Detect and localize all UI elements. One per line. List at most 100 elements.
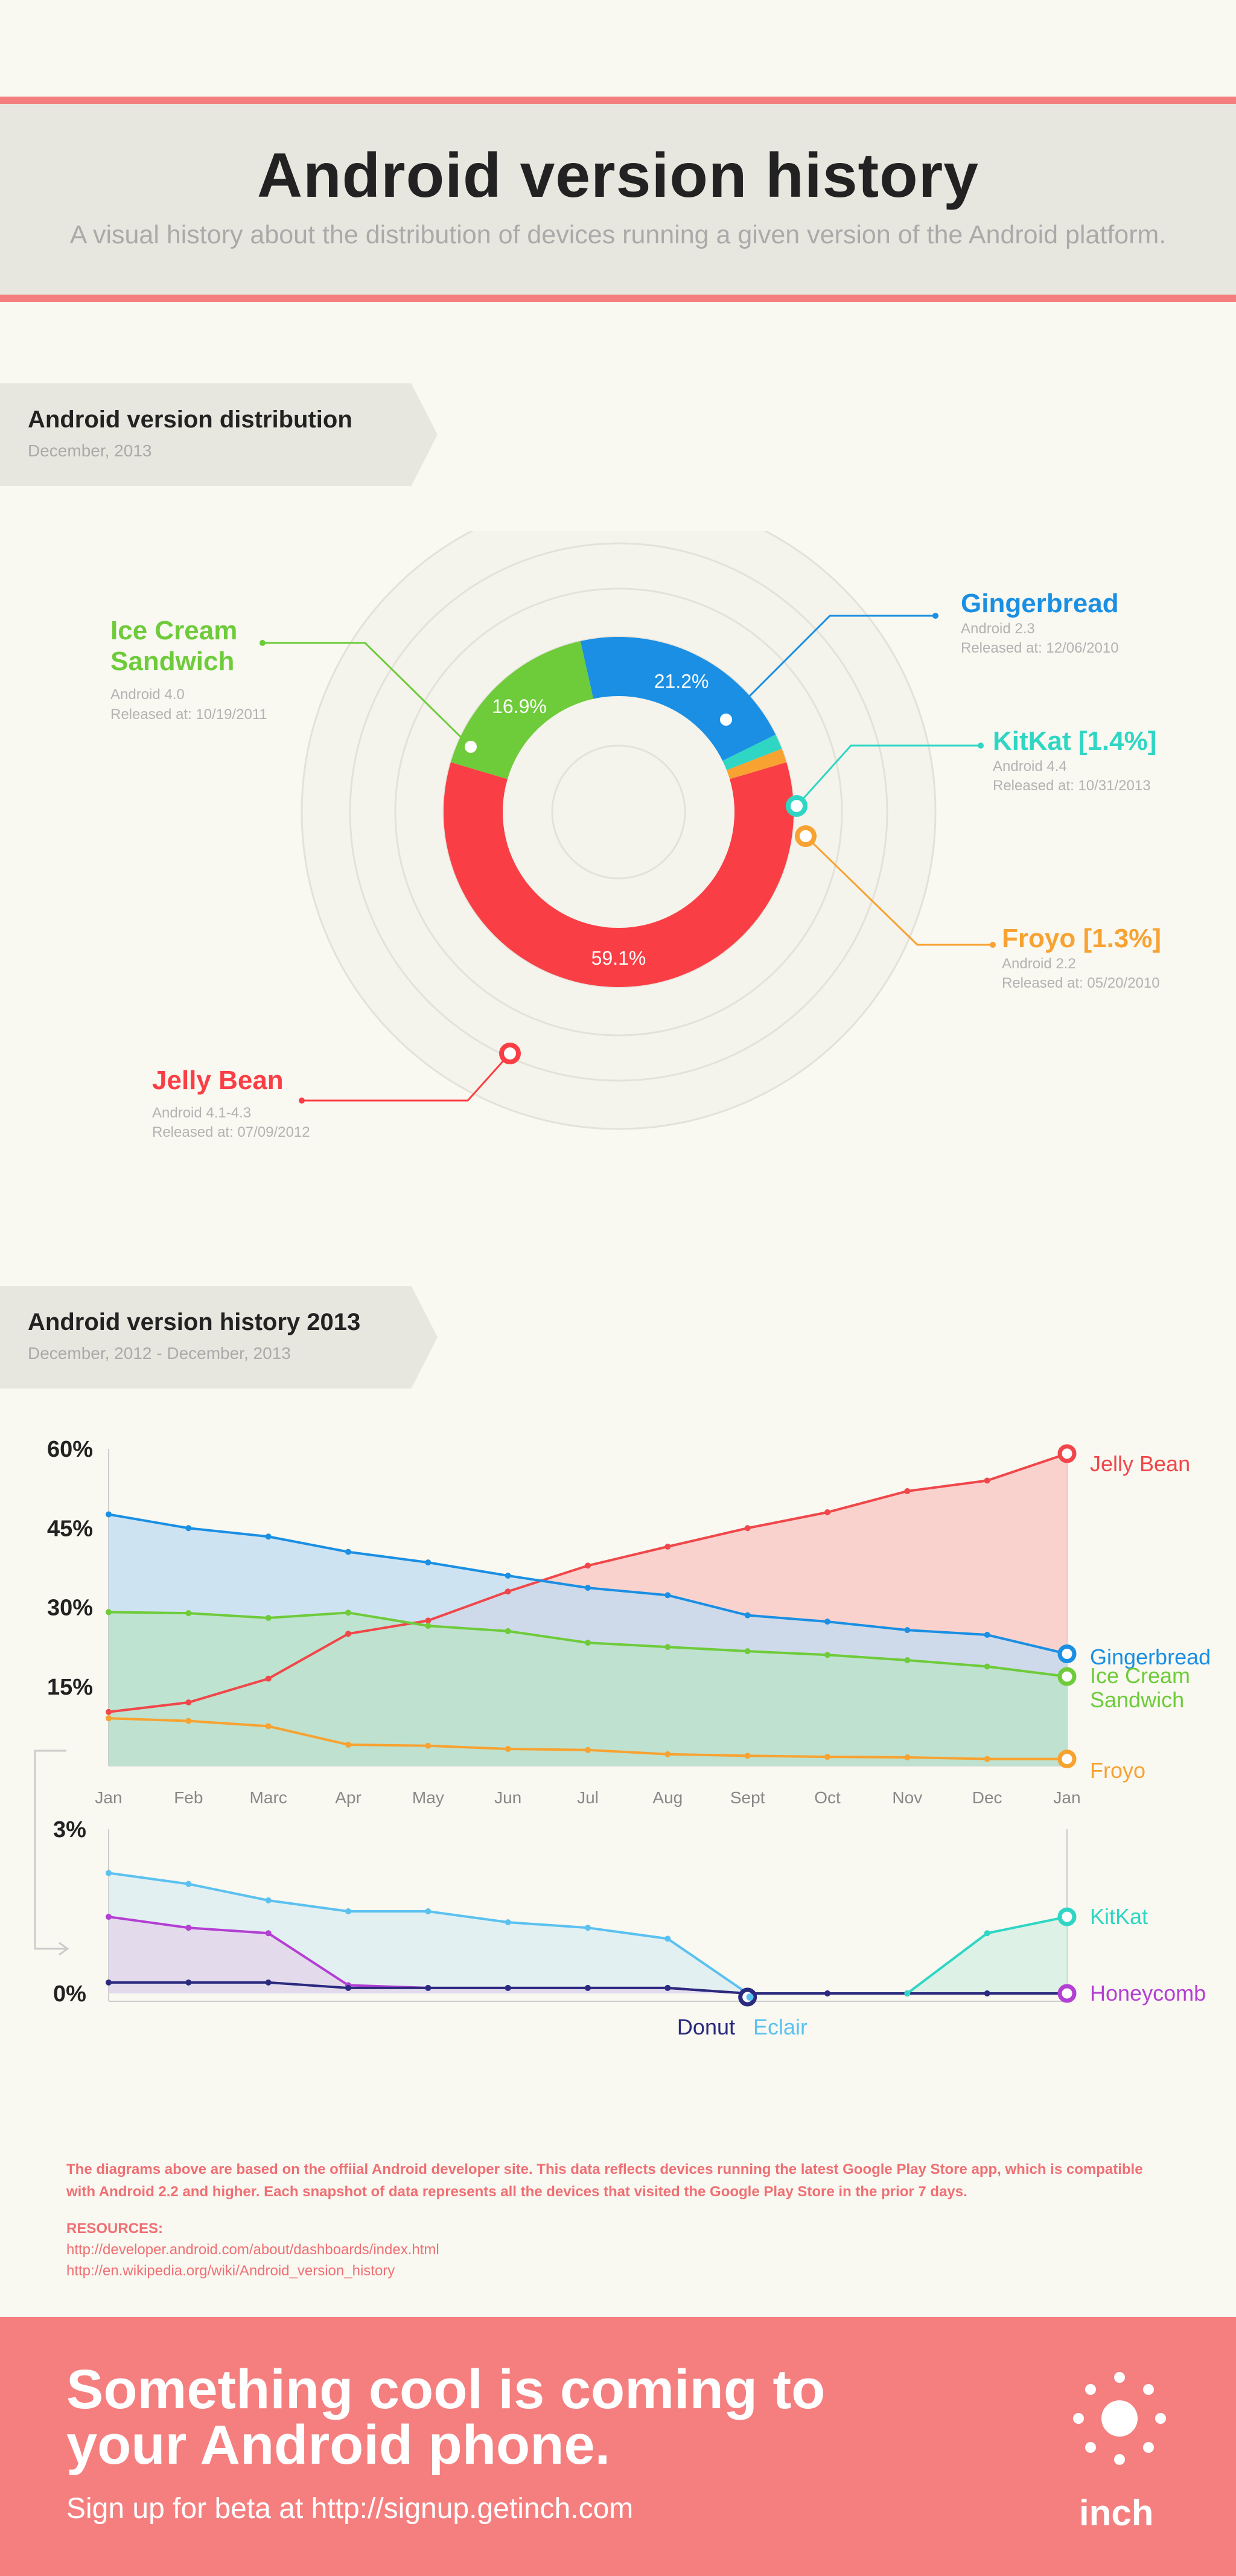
leader-marker-gingerbread bbox=[715, 709, 737, 730]
donut-guide-ring bbox=[551, 744, 686, 880]
label-gingerbread: Gingerbread Android 2.3 Released at: 12/… bbox=[961, 589, 1119, 658]
donut-guide-ring bbox=[394, 587, 843, 1037]
label-name: Jelly Bean bbox=[152, 1066, 284, 1095]
series-label-kitkat: KitKat bbox=[1090, 1904, 1148, 1929]
cta-line2: your Android phone. bbox=[66, 2414, 611, 2476]
point-donut bbox=[505, 1984, 511, 1991]
donut-slice-label: 21.2% bbox=[654, 671, 709, 692]
label-kitkat: KitKat [1.4%] Android 4.4 Released at: 1… bbox=[993, 726, 1156, 796]
point-eclair bbox=[505, 1919, 511, 1926]
end-marker-eclair bbox=[746, 1993, 754, 2001]
point-froyo bbox=[585, 1747, 591, 1753]
label-version: Android 4.1-4.3 bbox=[152, 1104, 252, 1121]
point-froyo bbox=[425, 1742, 432, 1749]
page-title: Android version history bbox=[256, 141, 980, 211]
x-tick-label: Aug bbox=[652, 1788, 683, 1807]
point-jelly-bean bbox=[585, 1562, 591, 1569]
end-marker-ice-cream-sandwich bbox=[1057, 1667, 1077, 1686]
point-jelly-bean bbox=[984, 1477, 990, 1484]
leader-marker-froyo bbox=[795, 825, 817, 847]
area-kitkat bbox=[907, 1917, 1067, 1993]
section-title: Android version history 2013 bbox=[28, 1309, 361, 1335]
point-gingerbread bbox=[664, 1592, 671, 1599]
point-ice-cream-sandwich bbox=[345, 1609, 351, 1616]
y-tick-label: 0% bbox=[53, 1981, 86, 2007]
point-froyo bbox=[505, 1746, 511, 1752]
x-tick-label: Feb bbox=[174, 1788, 203, 1807]
label-released: Released at: 10/31/2013 bbox=[993, 777, 1151, 794]
y-tick-label: 3% bbox=[53, 1817, 86, 1843]
point-jelly-bean bbox=[265, 1675, 272, 1682]
y-tick-label: 45% bbox=[47, 1516, 93, 1541]
point-eclair bbox=[185, 1881, 192, 1887]
series-label-honeycomb: Honeycomb bbox=[1090, 1981, 1206, 2006]
donut-guide-ring bbox=[349, 542, 888, 1082]
section-date: December, 2012 - December, 2013 bbox=[28, 1344, 291, 1363]
cta-signup-link[interactable]: http://signup.getinch.com bbox=[311, 2493, 634, 2525]
donut-slice-froyo bbox=[727, 749, 787, 779]
point-gingerbread bbox=[185, 1525, 192, 1532]
label-released: Released at: 12/06/2010 bbox=[961, 639, 1119, 656]
point-froyo bbox=[106, 1715, 112, 1722]
point-ice-cream-sandwich bbox=[744, 1648, 751, 1655]
label-released: Released at: 05/20/2010 bbox=[1002, 974, 1160, 991]
point-ice-cream-sandwich bbox=[425, 1623, 432, 1629]
point-gingerbread bbox=[824, 1619, 830, 1625]
point-jelly-bean bbox=[505, 1588, 511, 1595]
leader-marker-kitkat bbox=[786, 795, 808, 817]
point-ice-cream-sandwich bbox=[824, 1652, 830, 1658]
leader-dot-gingerbread bbox=[932, 613, 938, 619]
point-donut bbox=[824, 1990, 830, 1996]
leader-line-gingerbread bbox=[725, 615, 935, 721]
y-tick-label: 15% bbox=[47, 1675, 93, 1700]
point-donut bbox=[425, 1984, 432, 1991]
point-gingerbread bbox=[585, 1585, 591, 1591]
point-eclair bbox=[265, 1897, 272, 1903]
y-tick-label: 30% bbox=[47, 1596, 93, 1621]
zoom-bracket bbox=[34, 1750, 66, 1950]
label-name: Gingerbread bbox=[961, 589, 1119, 618]
leader-dot-ice-cream-sandwich bbox=[260, 640, 266, 646]
resource-link-wikipedia[interactable]: http://en.wikipedia.org/wiki/Android_ver… bbox=[66, 2262, 395, 2279]
point-eclair bbox=[664, 1935, 671, 1942]
series-label-eclair: Eclair bbox=[753, 2015, 808, 2039]
x-tick-label: Jan bbox=[95, 1788, 122, 1807]
point-donut bbox=[585, 1984, 591, 1991]
zoom-arrow-icon bbox=[59, 1942, 69, 1956]
point-ice-cream-sandwich bbox=[664, 1644, 671, 1651]
cta-headline: Something cool is coming to your Android… bbox=[66, 2362, 825, 2473]
leader-dot-froyo bbox=[990, 942, 996, 948]
donut-guide-ring bbox=[301, 531, 937, 1130]
point-honeycomb bbox=[106, 1914, 112, 1920]
point-donut bbox=[664, 1984, 671, 1991]
leader-line-kitkat bbox=[795, 744, 981, 807]
resource-link-dashboards[interactable]: http://developer.android.com/about/dashb… bbox=[66, 2241, 439, 2258]
point-gingerbread bbox=[265, 1533, 272, 1540]
point-donut bbox=[106, 1979, 112, 1986]
inch-brand-name: inch bbox=[1079, 2493, 1154, 2533]
leader-dot-jelly-bean bbox=[299, 1098, 305, 1104]
area-eclair bbox=[109, 1873, 1067, 1993]
series-label-jelly-bean: Jelly Bean bbox=[1090, 1451, 1190, 1476]
end-marker-kitkat bbox=[1057, 1907, 1077, 1926]
resources-block: RESOURCES: http://developer.android.com/… bbox=[66, 2219, 439, 2281]
x-tick-label: Jun bbox=[494, 1788, 521, 1807]
point-gingerbread bbox=[425, 1559, 432, 1566]
point-jelly-bean bbox=[744, 1525, 751, 1532]
section-ribbon-history: Android version history 2013 December, 2… bbox=[0, 1286, 438, 1389]
x-tick-label: Oct bbox=[814, 1788, 841, 1807]
area-ice-cream-sandwich bbox=[109, 1612, 1067, 1766]
point-gingerbread bbox=[106, 1511, 112, 1518]
end-marker-jelly-bean bbox=[1057, 1444, 1077, 1463]
point-jelly-bean bbox=[904, 1488, 911, 1494]
series-label-donut: Donut bbox=[677, 2015, 735, 2039]
point-jelly-bean bbox=[664, 1543, 671, 1550]
point-ice-cream-sandwich bbox=[904, 1657, 911, 1663]
point-froyo bbox=[824, 1754, 830, 1760]
cta-line1: Something cool is coming to bbox=[66, 2359, 826, 2420]
point-kitkat bbox=[904, 1990, 911, 1996]
point-eclair bbox=[425, 1908, 432, 1914]
point-eclair bbox=[345, 1908, 351, 1914]
point-donut bbox=[185, 1979, 192, 1986]
label-version: Android 4.4 bbox=[993, 758, 1067, 775]
